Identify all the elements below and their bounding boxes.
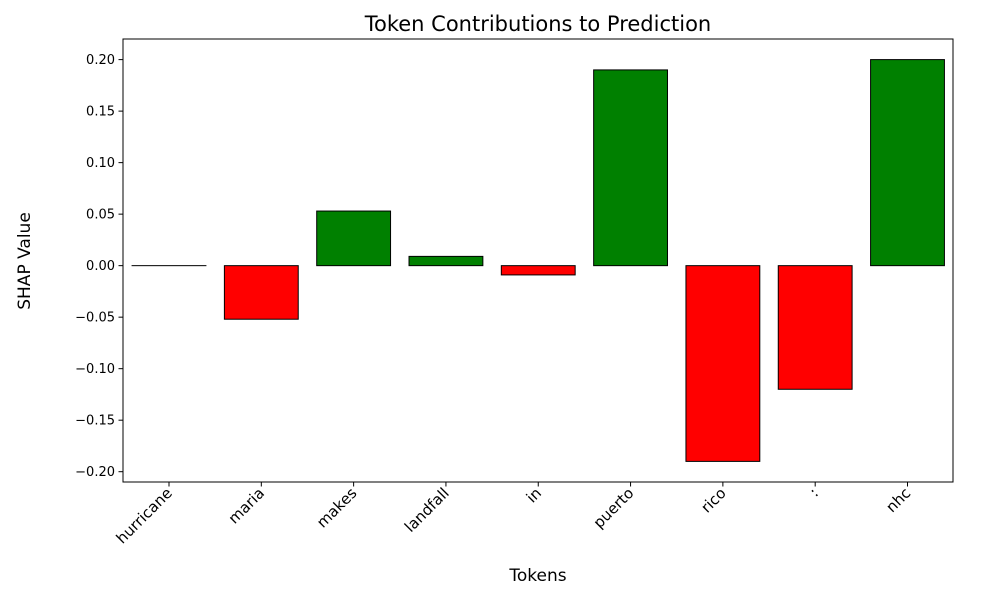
y-tick-label: −0.05 bbox=[75, 311, 115, 326]
y-tick-label: 0.10 bbox=[86, 156, 115, 171]
y-axis: −0.20 −0.15 −0.10 −0.05 0.00 0.05 0.10 0.15 0.20 bbox=[75, 53, 123, 480]
x-axis: hurricane maria makes landfall in puerto rico:… bbox=[113, 482, 914, 547]
bar-maria bbox=[223, 265, 299, 320]
bar-: bbox=[777, 265, 853, 390]
y-tick-label: −0.10 bbox=[75, 362, 115, 377]
bar-puerto bbox=[593, 69, 668, 267]
y-tick-label: −0.15 bbox=[75, 414, 115, 429]
y-tick-label: 0.00 bbox=[86, 259, 115, 274]
x-tick-label: nhc bbox=[882, 484, 914, 516]
x-tick-label: makes bbox=[313, 484, 361, 532]
bar-rico bbox=[685, 265, 761, 462]
chart-title: Token Contributions to Prediction bbox=[364, 12, 712, 36]
bar-landfall bbox=[408, 255, 484, 267]
x-tick-label: maria bbox=[225, 484, 268, 527]
y-tick-label: 0.05 bbox=[86, 208, 115, 223]
x-tick-label: rico bbox=[697, 484, 729, 516]
x-tick-label: hurricane bbox=[113, 484, 176, 547]
y-axis-label: SHAP Value bbox=[15, 212, 35, 310]
y-tick-label: 0.15 bbox=[86, 105, 115, 120]
x-tick-label: in bbox=[523, 484, 545, 506]
x-axis-label: Tokens bbox=[508, 566, 566, 586]
x-tick-label: landfall bbox=[401, 484, 453, 536]
bars-layer bbox=[131, 59, 945, 462]
x-tick-label: puerto bbox=[590, 484, 638, 532]
plot-area-frame bbox=[122, 38, 954, 483]
bar-nhc bbox=[870, 59, 945, 267]
y-tick-label: −0.20 bbox=[75, 465, 115, 480]
bar-in bbox=[500, 265, 576, 276]
bar-makes bbox=[316, 210, 392, 267]
x-tick-label: : bbox=[806, 484, 822, 500]
y-tick-label: 0.20 bbox=[86, 53, 115, 68]
